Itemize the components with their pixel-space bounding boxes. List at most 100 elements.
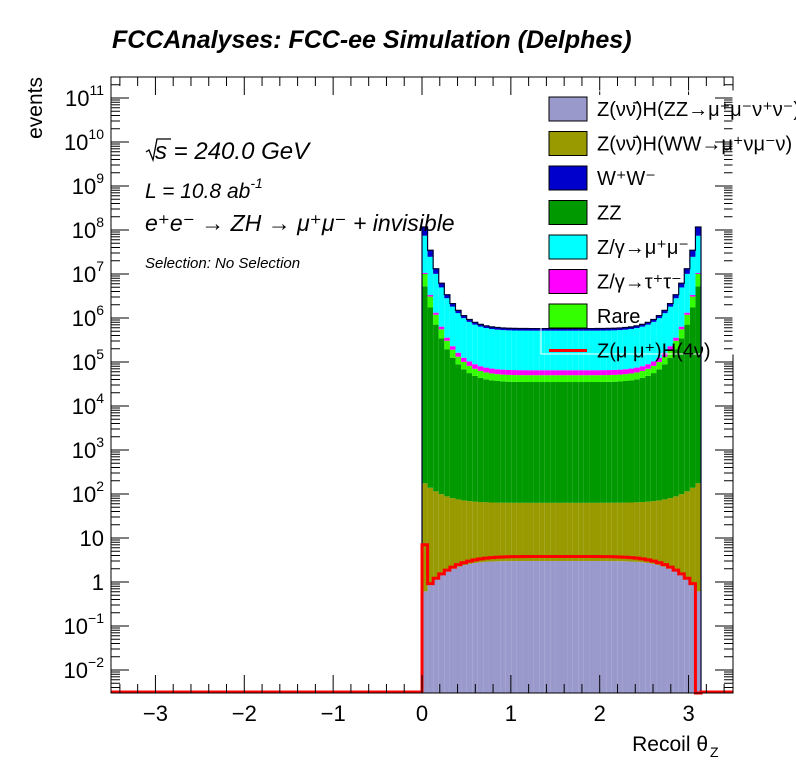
bar-0-6 xyxy=(455,566,462,693)
bar-4-41 xyxy=(650,361,657,366)
x-tick-label: 3 xyxy=(682,701,694,726)
bar-3-4 xyxy=(444,340,450,350)
bar-0-3 xyxy=(438,574,445,693)
legend-label: ZZ xyxy=(597,203,621,225)
bar-6-23 xyxy=(550,328,556,331)
bar-4-8 xyxy=(466,361,473,366)
y-tick-label: 1011 xyxy=(65,82,104,111)
bar-1-0 xyxy=(422,483,428,592)
legend-swatch xyxy=(548,131,588,156)
bar-5-5 xyxy=(449,306,456,347)
legend-group: Z(νν̄)H(ZZ→μ⁺μ⁻ν⁺ν⁻) Z(νν̄)H(WW→μ⁺νμ⁻ν) W⁺… xyxy=(540,90,796,363)
bar-3-15 xyxy=(505,374,512,382)
bar-0-14 xyxy=(500,561,506,693)
bar-3-26 xyxy=(567,375,573,383)
bar-0-43 xyxy=(661,566,668,693)
bar-1-4 xyxy=(444,496,450,572)
bar-1-45 xyxy=(673,496,679,572)
bar-6-20 xyxy=(533,328,540,331)
bar-4-3 xyxy=(438,326,445,330)
bar-0-47 xyxy=(684,579,690,693)
bar-1-27 xyxy=(572,502,579,561)
bar-3-18 xyxy=(522,375,529,382)
bar-5-7 xyxy=(461,318,467,358)
legend-swatch xyxy=(548,165,588,191)
legend-box xyxy=(540,90,734,355)
bar-5-9 xyxy=(472,324,478,365)
bar-6-3 xyxy=(438,283,445,288)
bar-4-48 xyxy=(689,294,696,297)
bar-3-21 xyxy=(539,375,545,383)
bar-1-17 xyxy=(516,502,523,562)
bar-0-39 xyxy=(639,562,646,693)
bar-3-8 xyxy=(466,365,473,374)
bar-6-28 xyxy=(578,328,584,331)
bar-6-10 xyxy=(477,324,484,327)
bar-1-31 xyxy=(594,502,601,562)
bar-6-16 xyxy=(511,328,517,331)
x-tick-label: −3 xyxy=(143,701,168,726)
bar-3-20 xyxy=(533,375,540,383)
x-tick-label: −1 xyxy=(321,701,346,726)
bar-5-6 xyxy=(455,313,462,353)
bar-6-2 xyxy=(433,268,439,274)
bar-0-11 xyxy=(483,561,489,693)
bar-0-41 xyxy=(650,563,657,693)
bar-5-33 xyxy=(606,330,612,371)
bar-0-34 xyxy=(611,561,618,693)
bar-2-33 xyxy=(606,381,612,503)
bar-0-29 xyxy=(583,561,590,693)
bar-6-30 xyxy=(589,328,595,331)
bar-2-15 xyxy=(505,381,512,503)
legend-label: Z(νν̄)H(ZZ→μ⁺μ⁻ν⁺ν⁻) xyxy=(597,99,796,121)
bar-0-23 xyxy=(550,561,556,693)
signal-line xyxy=(111,543,733,695)
bar-0-16 xyxy=(511,561,517,693)
bar-6-47 xyxy=(684,268,690,274)
bar-2-12 xyxy=(488,380,495,503)
legend-label: W⁺W⁻ xyxy=(597,168,656,190)
bar-3-27 xyxy=(572,375,579,383)
bar-3-28 xyxy=(578,375,584,383)
bar-2-41 xyxy=(650,373,657,502)
bar-1-43 xyxy=(661,499,668,567)
bar-4-45 xyxy=(673,337,679,341)
bar-3-30 xyxy=(589,375,595,383)
bar-0-10 xyxy=(477,562,484,693)
bar-1-34 xyxy=(611,502,618,562)
bar-3-33 xyxy=(606,375,612,382)
bar-6-40 xyxy=(645,322,651,325)
bar-0-15 xyxy=(505,561,512,693)
bar-1-28 xyxy=(578,502,584,562)
bar-5-20 xyxy=(533,330,540,371)
x-axis-label: Recoil θ xyxy=(632,733,708,756)
bar-2-25 xyxy=(561,382,568,503)
bar-5-32 xyxy=(600,330,607,371)
bar-4-12 xyxy=(488,368,495,374)
bar-5-44 xyxy=(667,306,674,347)
bar-1-20 xyxy=(533,502,540,562)
bar-0-30 xyxy=(589,561,595,693)
bar-2-23 xyxy=(550,382,556,503)
bar-0-35 xyxy=(617,561,623,693)
bar-5-4 xyxy=(444,298,450,338)
bar-1-33 xyxy=(606,502,612,562)
legend-label: Z/γ→μ⁺μ⁻ xyxy=(597,237,689,259)
bar-0-17 xyxy=(516,561,523,693)
bar-3-22 xyxy=(544,375,551,383)
bar-0-28 xyxy=(578,561,584,693)
bar-4-40 xyxy=(645,364,651,369)
bar-3-35 xyxy=(617,374,623,382)
bar-4-10 xyxy=(477,366,484,371)
bar-5-37 xyxy=(628,329,635,369)
bar-4-35 xyxy=(617,369,623,375)
bar-2-49 xyxy=(695,286,702,484)
x-tick-label: 1 xyxy=(505,701,517,726)
bar-4-25 xyxy=(561,370,568,376)
bar-2-31 xyxy=(594,381,601,503)
bar-3-39 xyxy=(639,370,646,378)
bar-1-15 xyxy=(505,502,512,562)
bar-1-2 xyxy=(433,491,439,580)
bar-0-22 xyxy=(544,561,551,693)
bar-4-22 xyxy=(544,370,551,376)
